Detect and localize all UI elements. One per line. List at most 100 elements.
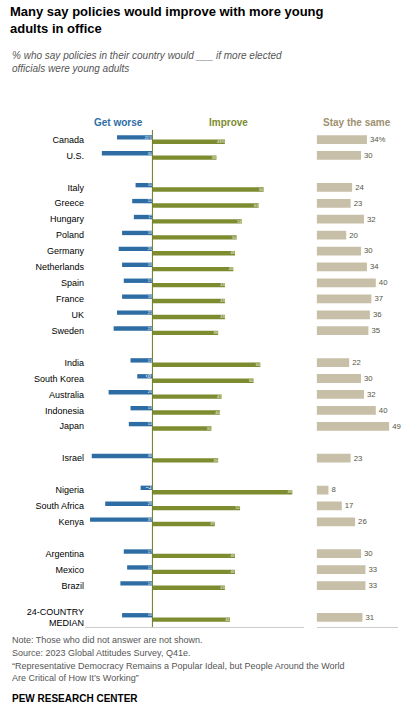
svg-text:49: 49: [230, 569, 234, 574]
svg-text:“Representative Democracy Rema: “Representative Democracy Remains a Popu…: [12, 661, 345, 683]
svg-text:22: 22: [352, 358, 361, 367]
svg-text:26: 26: [148, 389, 152, 394]
svg-text:Mexico: Mexico: [55, 565, 84, 575]
svg-text:India: India: [64, 358, 84, 368]
svg-text:15: 15: [148, 565, 152, 570]
svg-text:32: 32: [367, 390, 376, 399]
svg-text:8: 8: [331, 485, 335, 494]
svg-text:43: 43: [220, 585, 224, 590]
svg-text:37: 37: [210, 521, 214, 526]
svg-text:21%: 21%: [145, 135, 153, 140]
svg-text:35: 35: [207, 426, 211, 431]
svg-text:Spain: Spain: [61, 278, 84, 288]
svg-text:Kenya: Kenya: [58, 517, 84, 527]
svg-text:Poland: Poland: [56, 230, 84, 240]
svg-text:30: 30: [364, 246, 373, 255]
svg-text:PEW RESEARCH CENTER: PEW RESEARCH CENTER: [12, 693, 138, 704]
svg-text:20: 20: [148, 246, 152, 251]
svg-text:11: 11: [148, 215, 153, 219]
svg-text:18: 18: [148, 294, 152, 299]
svg-text:46: 46: [225, 617, 229, 622]
svg-text:Note: Those who did not answer: Note: Those who did not answer are not s…: [12, 635, 202, 645]
svg-text:43%: 43%: [217, 139, 225, 144]
svg-text:43: 43: [220, 314, 224, 319]
svg-text:28: 28: [148, 501, 152, 506]
svg-text:18: 18: [148, 612, 152, 617]
svg-text:64: 64: [256, 362, 261, 367]
svg-text:43: 43: [220, 282, 224, 287]
svg-text:37: 37: [148, 517, 152, 522]
svg-text:83: 83: [288, 489, 292, 494]
svg-text:23: 23: [148, 326, 152, 331]
svg-text:19: 19: [148, 581, 152, 586]
svg-text:30: 30: [364, 549, 373, 558]
svg-text:Israel: Israel: [62, 453, 84, 463]
svg-text:UK: UK: [71, 310, 84, 320]
svg-text:18: 18: [148, 230, 152, 235]
svg-text:23: 23: [354, 454, 363, 463]
svg-text:France: France: [56, 294, 84, 304]
svg-text:Germany: Germany: [47, 246, 85, 256]
svg-text:40: 40: [379, 406, 388, 415]
svg-text:17: 17: [148, 549, 152, 554]
svg-text:21: 21: [148, 310, 152, 315]
svg-text:53: 53: [237, 219, 241, 224]
svg-text:17: 17: [345, 501, 354, 510]
svg-text:49: 49: [230, 553, 234, 558]
svg-text:South Korea: South Korea: [34, 374, 84, 384]
svg-text:30: 30: [364, 374, 373, 383]
svg-text:7: 7: [145, 486, 152, 490]
svg-text:13: 13: [148, 358, 152, 363]
svg-text:18: 18: [148, 262, 152, 267]
svg-text:24-COUNTRYMEDIAN: 24-COUNTRYMEDIAN: [27, 607, 84, 629]
svg-text:13: 13: [148, 405, 152, 410]
svg-text:41: 41: [217, 394, 221, 399]
svg-text:17: 17: [148, 278, 152, 283]
svg-text:Improve: Improve: [209, 117, 248, 128]
svg-text:33: 33: [368, 581, 377, 590]
svg-text:37: 37: [374, 294, 383, 303]
svg-text:49: 49: [392, 422, 401, 431]
svg-text:10: 10: [148, 182, 152, 187]
svg-text:% who say policies in their co: % who say policies in their country woul…: [12, 50, 282, 74]
svg-text:Source: 2023 Global Attitudes: Source: 2023 Global Attitudes Survey, Q4…: [12, 648, 190, 658]
svg-text:24: 24: [355, 183, 364, 192]
svg-text:36: 36: [373, 310, 382, 319]
svg-text:32: 32: [367, 215, 376, 224]
svg-text:48: 48: [229, 266, 233, 271]
svg-text:66: 66: [259, 187, 263, 192]
svg-text:40: 40: [379, 278, 388, 287]
svg-text:40: 40: [215, 410, 219, 415]
svg-text:30: 30: [364, 151, 373, 160]
svg-text:38: 38: [212, 155, 216, 160]
svg-text:34: 34: [370, 262, 379, 271]
svg-text:Get worse: Get worse: [94, 117, 143, 128]
svg-text:63: 63: [254, 203, 258, 208]
svg-text:35: 35: [371, 326, 380, 335]
svg-text:23: 23: [354, 199, 363, 208]
svg-text:Sweden: Sweden: [51, 326, 84, 336]
svg-text:34%: 34%: [370, 135, 386, 144]
svg-text:U.S.: U.S.: [66, 151, 84, 161]
svg-text:Brazil: Brazil: [61, 581, 84, 591]
svg-text:Nigeria: Nigeria: [55, 485, 84, 495]
svg-text:20: 20: [349, 231, 358, 240]
svg-text:Stay the same: Stay the same: [323, 117, 391, 128]
svg-text:14: 14: [148, 421, 153, 426]
svg-text:33: 33: [368, 565, 377, 574]
svg-text:Argentina: Argentina: [45, 549, 84, 559]
svg-text:36: 36: [148, 453, 152, 458]
svg-text:39: 39: [214, 330, 218, 335]
svg-text:Canada: Canada: [52, 135, 84, 145]
svg-text:60: 60: [249, 378, 253, 383]
svg-text:43: 43: [220, 298, 224, 303]
svg-text:12: 12: [148, 198, 152, 203]
svg-text:49: 49: [230, 250, 234, 255]
svg-text:Indonesia: Indonesia: [45, 406, 84, 416]
svg-text:31: 31: [366, 613, 375, 622]
svg-text:Greece: Greece: [54, 198, 84, 208]
svg-text:Hungary: Hungary: [50, 214, 85, 224]
svg-text:30: 30: [148, 151, 152, 156]
svg-text:9: 9: [145, 374, 152, 378]
svg-text:Many say policies would improv: Many say policies would improve with mor…: [10, 4, 324, 36]
